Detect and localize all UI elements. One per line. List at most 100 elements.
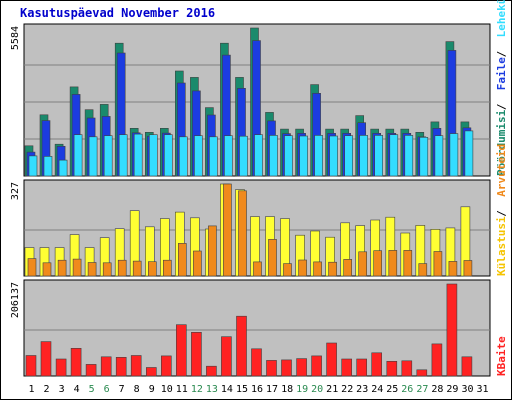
bar-kbytes-day-13: [206, 365, 217, 377]
bar-kbytes-day-28: [431, 343, 443, 377]
day-label-22: 22: [341, 384, 353, 395]
bar-hits-day-3: [58, 159, 68, 177]
bar-hits-day-9: [149, 134, 158, 177]
bar-visitors-day-20: [313, 261, 322, 277]
bar-visitors-day-2: [42, 262, 52, 277]
day-label-18: 18: [281, 384, 293, 395]
day-label-6: 6: [104, 384, 110, 395]
day-label-15: 15: [236, 384, 248, 395]
y-max-label: 5584: [10, 26, 21, 50]
bar-hits-day-4: [73, 134, 83, 177]
day-label-19: 19: [296, 384, 308, 395]
bar-hits-day-23: [359, 135, 369, 177]
bar-visitors-day-29: [448, 261, 458, 277]
day-label-1: 1: [28, 384, 34, 395]
day-label-9: 9: [149, 384, 155, 395]
bar-visitors-day-9: [148, 261, 157, 277]
bar-kbytes-day-6: [100, 356, 112, 377]
legend-separator: /: [495, 210, 508, 217]
day-label-7: 7: [119, 384, 125, 395]
bar-hits-day-1: [28, 155, 38, 177]
bar-visitors-day-3: [57, 259, 67, 277]
bar-hits-day-20: [314, 135, 323, 177]
day-label-26: 26: [401, 384, 413, 395]
bar-kbytes-day-1: [25, 355, 37, 377]
day-label-24: 24: [371, 384, 383, 395]
bar-hits-day-27: [419, 137, 429, 177]
bar-kbytes-day-9: [146, 367, 157, 377]
bar-hits-day-21: [329, 135, 338, 177]
bar-hits-day-10: [164, 134, 173, 177]
bar-visitors-day-24: [373, 250, 383, 277]
bar-visitors-day-18: [283, 263, 292, 277]
bar-kbytes-day-29: [446, 283, 458, 377]
bar-kbytes-day-24: [371, 352, 383, 377]
bar-hits-day-2: [43, 156, 53, 177]
bar-kbytes-day-2: [40, 341, 52, 377]
day-label-4: 4: [74, 384, 80, 395]
bar-hits-day-17: [269, 135, 278, 177]
bar-hits-day-5: [88, 136, 98, 177]
bar-kbytes-day-15: [236, 315, 247, 377]
bar-visitors-day-17: [268, 239, 277, 277]
bar-visitors-day-27: [418, 263, 428, 277]
day-label-29: 29: [446, 384, 458, 395]
day-label-17: 17: [266, 384, 278, 395]
bar-hits-day-30: [464, 130, 474, 177]
bar-visitors-day-14: [223, 183, 232, 277]
y-max-label: 206137: [10, 282, 21, 318]
bar-kbytes-day-30: [461, 356, 473, 377]
panels-layer: 5584 Pöördumisi / Faile / Lehekülgi 327 Kül…: [10, 0, 508, 377]
bar-hits-day-28: [434, 135, 444, 177]
bar-hits-day-14: [224, 135, 233, 177]
bar-kbytes-day-25: [386, 360, 398, 377]
bar-hits-day-18: [284, 135, 293, 177]
day-label-5: 5: [89, 384, 95, 395]
bar-hits-day-8: [133, 133, 143, 177]
bar-visitors-day-7: [117, 259, 127, 277]
bar-kbytes-day-5: [85, 364, 97, 377]
bar-kbytes-day-8: [130, 355, 142, 377]
day-label-16: 16: [251, 384, 263, 395]
bar-hits-day-15: [239, 135, 248, 177]
bar-kbytes-day-19: [296, 358, 307, 377]
day-labels: 1 2 3 4 5 6 7 8 9 10 11 12 13 14 15 16 17 18 19 20 21 22 23 24 2…: [28, 384, 488, 395]
bar-kbytes-day-16: [251, 348, 262, 377]
day-label-13: 13: [206, 384, 218, 395]
bar-visitors-day-23: [358, 251, 368, 277]
panel-legend: KBaite: [495, 336, 508, 376]
day-label-11: 11: [176, 384, 188, 395]
day-label-10: 10: [161, 384, 173, 395]
bar-visitors-day-13: [208, 225, 217, 277]
day-label-14: 14: [221, 384, 233, 395]
day-label-30: 30: [461, 384, 473, 395]
day-label-12: 12: [191, 384, 203, 395]
bar-hits-day-26: [404, 135, 414, 177]
bar-hits-day-11: [179, 136, 188, 177]
bar-visitors-day-11: [178, 243, 187, 277]
bar-visitors-day-10: [163, 259, 172, 277]
bar-visitors-day-4: [72, 258, 82, 277]
legend-entry: Külastusi: [495, 216, 508, 276]
bar-hits-day-6: [103, 135, 113, 177]
panel-1: 5584 Pöördumisi / Faile / Lehekülgi: [10, 0, 508, 177]
day-label-20: 20: [311, 384, 323, 395]
legend-separator: /: [495, 51, 508, 58]
panel-legend: Külastusi / Arvuteid: [495, 144, 508, 276]
bar-hits-day-16: [254, 134, 263, 177]
bar-visitors-day-6: [102, 262, 112, 277]
bar-kbytes-day-12: [191, 331, 202, 377]
day-label-3: 3: [59, 384, 65, 395]
bar-kbytes-day-17: [266, 360, 277, 377]
bar-kbytes-day-21: [326, 342, 337, 377]
bar-kbytes-day-10: [161, 355, 172, 377]
bar-visitors-day-22: [343, 259, 353, 277]
bar-visitors-day-28: [433, 251, 443, 277]
day-label-21: 21: [326, 384, 338, 395]
bar-kbytes-day-18: [281, 359, 292, 377]
bar-kbytes-day-23: [356, 358, 368, 377]
bar-hits-day-25: [389, 134, 399, 177]
legend-entry: KBaite: [495, 336, 508, 376]
panel-3: 206137 KBaite: [10, 279, 508, 377]
